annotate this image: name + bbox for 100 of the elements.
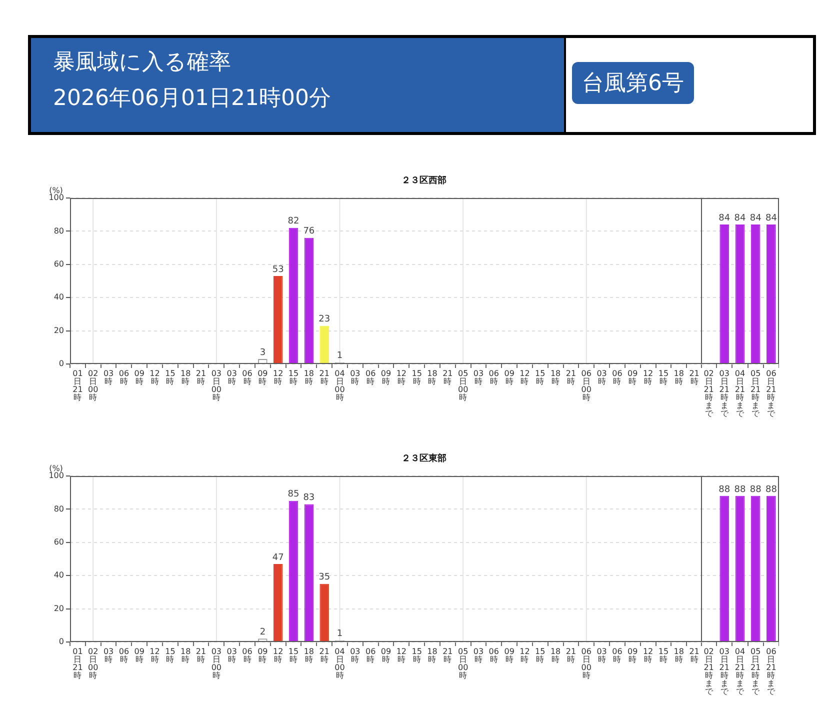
data-label: 3 bbox=[260, 348, 266, 358]
x-tick-label: 12時 bbox=[273, 647, 284, 664]
x-tick-label: 18時 bbox=[674, 369, 684, 386]
data-label: 88 bbox=[718, 484, 730, 495]
data-label: 84 bbox=[718, 213, 730, 224]
data-label: 2 bbox=[260, 628, 266, 638]
text: 暴風域に入る確率 bbox=[53, 49, 232, 77]
data-label: 53 bbox=[272, 264, 284, 275]
x-tick-label: 15時 bbox=[658, 647, 669, 664]
data-label: 23 bbox=[318, 314, 330, 325]
x-tick-label: 21時 bbox=[566, 647, 576, 664]
x-tick-label: 09時 bbox=[380, 369, 392, 386]
x-tick-label: 02日00時 bbox=[88, 647, 98, 680]
x-tick-label: 03日21時まで bbox=[719, 647, 730, 696]
x-tick-label: 03時 bbox=[103, 647, 114, 664]
y-tick-label: 60 bbox=[54, 259, 64, 268]
x-tick-label: 04日21時まで bbox=[734, 647, 746, 696]
x-tick-label: 03時 bbox=[596, 369, 607, 386]
x-tick-label: 21時 bbox=[442, 647, 453, 664]
x-tick-label: 15時 bbox=[288, 369, 299, 386]
x-tick-label: 06日00時 bbox=[581, 369, 592, 402]
data-label: 84 bbox=[765, 213, 778, 224]
data-label: 1 bbox=[336, 629, 343, 640]
y-tick-label: 40 bbox=[54, 292, 64, 302]
x-tick-label: 12時 bbox=[150, 369, 160, 386]
x-tick-label: 12時 bbox=[396, 369, 407, 386]
x-tick-label: 03日00時 bbox=[211, 369, 222, 402]
y-tick-label: 0 bbox=[58, 359, 64, 368]
x-tick-label: 04日21時まで bbox=[734, 369, 746, 418]
y-tick-label: 20 bbox=[54, 326, 64, 335]
x-tick-label: 21時 bbox=[196, 369, 206, 386]
x-tick-label: 03時 bbox=[350, 369, 360, 386]
x-tick-label: 09時 bbox=[134, 369, 144, 386]
x-tick-label: 15時 bbox=[535, 647, 546, 664]
x-tick-label: 09時 bbox=[504, 647, 514, 664]
x-tick-label: 09時 bbox=[628, 369, 638, 386]
x-tick-label: 05日00時 bbox=[458, 369, 468, 402]
x-tick-label: 21時 bbox=[319, 647, 330, 664]
x-tick-label: 15時 bbox=[165, 369, 176, 386]
data-label: 83 bbox=[303, 493, 315, 504]
x-tick-label: 18時 bbox=[304, 369, 314, 386]
x-tick-label: 15時 bbox=[412, 369, 422, 386]
x-tick-label: 12時 bbox=[520, 369, 530, 386]
x-tick-label: 15時 bbox=[535, 369, 546, 386]
x-tick-label: 09時 bbox=[380, 647, 392, 664]
x-tick-label: 03時 bbox=[473, 647, 484, 664]
x-tick-label: 12時 bbox=[642, 647, 654, 664]
chart-title: ２３区東部 bbox=[400, 452, 448, 465]
x-tick-label: 12時 bbox=[396, 647, 407, 664]
y-tick-label: 60 bbox=[54, 537, 64, 546]
x-tick-label: 01日21時 bbox=[72, 369, 83, 402]
x-tick-label: 03時 bbox=[350, 647, 360, 664]
data-label: 88 bbox=[765, 484, 778, 495]
x-tick-label: 05日00時 bbox=[458, 647, 468, 680]
y-tick-label: 0 bbox=[58, 637, 64, 646]
x-tick-label: 21時 bbox=[689, 369, 700, 386]
x-tick-label: 09時 bbox=[504, 369, 514, 386]
x-tick-label: 06日21時まで bbox=[766, 369, 776, 418]
y-tick-label: 40 bbox=[54, 570, 64, 580]
x-tick-label: 03日00時 bbox=[211, 647, 222, 680]
x-tick-label: 06時 bbox=[365, 647, 376, 664]
data-label: 84 bbox=[734, 213, 746, 224]
y-tick-label: 100 bbox=[48, 193, 64, 202]
x-tick-label: 18時 bbox=[427, 647, 438, 664]
x-tick-label: 21時 bbox=[689, 647, 700, 664]
text: 台風第6号 bbox=[572, 62, 694, 104]
x-tick-label: 09時 bbox=[134, 647, 144, 664]
x-tick-label: 18時 bbox=[180, 369, 191, 386]
x-tick-label: 18時 bbox=[180, 647, 191, 664]
x-tick-label: 09時 bbox=[258, 369, 268, 386]
x-tick-label: 04日00時 bbox=[334, 369, 345, 402]
x-tick-label: 02日21時まで bbox=[704, 647, 714, 696]
x-tick-label: 06日21時まで bbox=[766, 647, 776, 696]
data-label: 85 bbox=[288, 490, 300, 500]
x-tick-label: 12時 bbox=[150, 647, 160, 664]
x-tick-label: 06時 bbox=[365, 369, 376, 386]
x-tick-label: 05日21時まで bbox=[750, 647, 761, 696]
x-tick-label: 21時 bbox=[442, 369, 453, 386]
y-tick-label: 80 bbox=[54, 226, 64, 236]
x-tick-label: 15時 bbox=[658, 369, 669, 386]
x-tick-label: 03時 bbox=[596, 647, 607, 664]
x-tick-label: 03時 bbox=[226, 369, 237, 386]
x-tick-label: 21時 bbox=[319, 369, 330, 386]
x-tick-label: 03時 bbox=[473, 369, 484, 386]
x-tick-label: 18時 bbox=[550, 369, 561, 386]
x-tick-label: 06時 bbox=[612, 647, 622, 664]
x-tick-label: 18時 bbox=[674, 647, 684, 664]
x-tick-label: 15時 bbox=[288, 647, 299, 664]
x-tick-label: 09時 bbox=[258, 647, 268, 664]
x-tick-label: 06時 bbox=[242, 647, 252, 664]
data-label: 84 bbox=[750, 213, 762, 224]
x-tick-label: 12時 bbox=[520, 647, 530, 664]
x-tick-label: 21時 bbox=[566, 369, 576, 386]
data-label: 1 bbox=[336, 351, 343, 362]
x-tick-label: 06時 bbox=[242, 369, 252, 386]
data-label: 76 bbox=[303, 226, 315, 237]
x-tick-label: 05日21時まで bbox=[750, 369, 761, 418]
x-tick-label: 18時 bbox=[304, 647, 314, 664]
x-tick-label: 06時 bbox=[488, 369, 499, 386]
x-tick-label: 01日21時 bbox=[72, 647, 83, 680]
